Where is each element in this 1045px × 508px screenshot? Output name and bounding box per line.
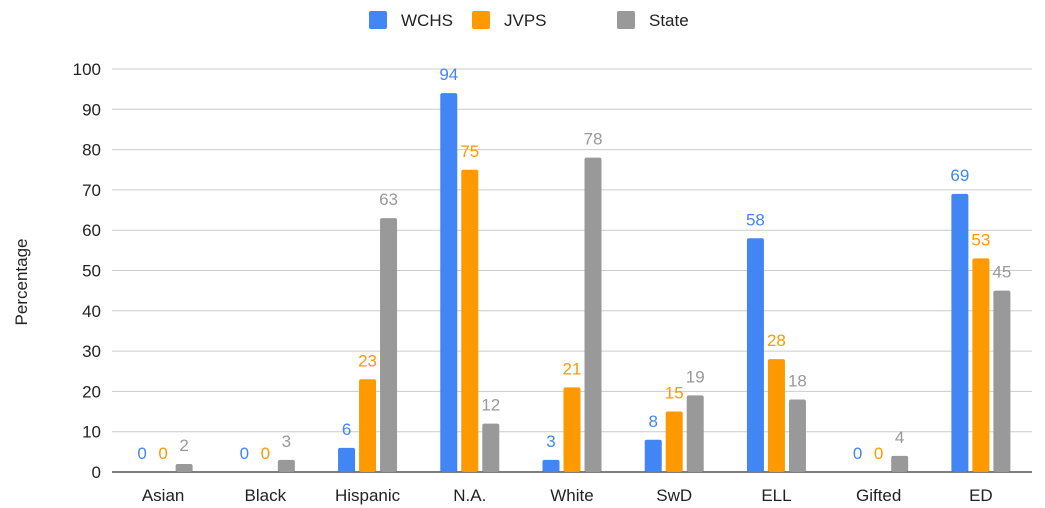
bar-jvps xyxy=(359,379,377,472)
data-label-wchs: 3 xyxy=(546,432,555,451)
bar-jvps xyxy=(563,387,581,472)
data-label-jvps: 23 xyxy=(358,351,377,370)
legend-label-state: State xyxy=(649,11,689,30)
bar-wchs xyxy=(440,93,458,473)
bars xyxy=(175,93,1011,473)
bar-jvps xyxy=(665,411,683,472)
data-label-state: 12 xyxy=(481,396,500,415)
x-category-label: SwD xyxy=(656,486,692,505)
bar-state xyxy=(482,423,500,472)
data-label-state: 18 xyxy=(788,371,807,390)
x-category-label: Gifted xyxy=(856,486,901,505)
bar-state xyxy=(380,218,398,472)
data-label-state: 2 xyxy=(179,436,188,455)
bar-jvps xyxy=(461,169,479,472)
data-label-wchs: 69 xyxy=(950,166,969,185)
bar-wchs xyxy=(951,193,969,472)
bar-state xyxy=(891,455,909,472)
data-label-state: 63 xyxy=(379,190,398,209)
data-label-wchs: 94 xyxy=(439,65,458,84)
data-label-state: 19 xyxy=(686,367,705,386)
data-label-state: 45 xyxy=(992,263,1011,282)
y-tick-label: 60 xyxy=(82,221,101,240)
bar-state xyxy=(277,459,295,472)
bar-wchs xyxy=(746,238,764,472)
legend: WCHS JVPS State xyxy=(369,11,689,30)
y-tick-label: 20 xyxy=(82,382,101,401)
x-category-label: Black xyxy=(245,486,287,505)
x-category-label: ELL xyxy=(761,486,791,505)
data-label-wchs: 8 xyxy=(648,412,657,431)
bar-state xyxy=(788,399,806,472)
gridlines xyxy=(112,68,1032,473)
bar-jvps xyxy=(972,258,990,472)
data-label-jvps: 15 xyxy=(665,384,684,403)
data-label-jvps: 53 xyxy=(971,230,990,249)
data-label-jvps: 75 xyxy=(460,142,479,161)
data-label-jvps: 28 xyxy=(767,331,786,350)
data-label-state: 3 xyxy=(282,432,291,451)
data-label-state: 4 xyxy=(895,428,904,447)
bar-jvps xyxy=(767,359,785,472)
data-label-wchs: 58 xyxy=(746,210,765,229)
legend-label-jvps: JVPS xyxy=(504,11,547,30)
bar-wchs xyxy=(338,447,356,472)
bar-wchs xyxy=(542,459,560,472)
x-category-label: Hispanic xyxy=(335,486,401,505)
data-label-jvps: 21 xyxy=(563,359,582,378)
bar-wchs xyxy=(644,439,662,472)
bar-state xyxy=(993,290,1011,472)
y-tick-label: 100 xyxy=(73,60,101,79)
y-tick-label: 30 xyxy=(82,342,101,361)
y-axis-ticks: 0 10 20 30 40 50 60 70 80 90 100 xyxy=(73,60,101,482)
data-label-wchs: 6 xyxy=(342,420,351,439)
bar-state xyxy=(686,395,704,472)
x-category-label: ED xyxy=(969,486,993,505)
legend-swatch-state xyxy=(617,11,635,29)
data-label-jvps: 0 xyxy=(158,444,167,463)
y-tick-label: 10 xyxy=(82,423,101,442)
data-label-wchs: 0 xyxy=(853,444,862,463)
data-label-jvps: 0 xyxy=(874,444,883,463)
legend-label-wchs: WCHS xyxy=(401,11,453,30)
data-label-state: 78 xyxy=(584,130,603,149)
x-category-label: Asian xyxy=(142,486,185,505)
y-tick-label: 90 xyxy=(82,100,101,119)
bar-state xyxy=(584,157,602,472)
legend-swatch-jvps xyxy=(472,11,490,29)
bar-state xyxy=(175,463,193,472)
y-tick-label: 50 xyxy=(82,262,101,281)
x-category-label: White xyxy=(550,486,593,505)
y-axis-title: Percentage xyxy=(12,239,31,326)
data-label-wchs: 0 xyxy=(240,444,249,463)
y-tick-label: 80 xyxy=(82,141,101,160)
y-tick-label: 40 xyxy=(82,302,101,321)
y-tick-label: 0 xyxy=(92,463,101,482)
y-tick-label: 70 xyxy=(82,181,101,200)
data-label-wchs: 0 xyxy=(137,444,146,463)
x-category-label: N.A. xyxy=(453,486,486,505)
x-axis-categories: Asian Black Hispanic N.A. White SwD ELL Gifted E… xyxy=(142,486,993,505)
data-label-jvps: 0 xyxy=(261,444,270,463)
legend-swatch-wchs xyxy=(369,11,387,29)
